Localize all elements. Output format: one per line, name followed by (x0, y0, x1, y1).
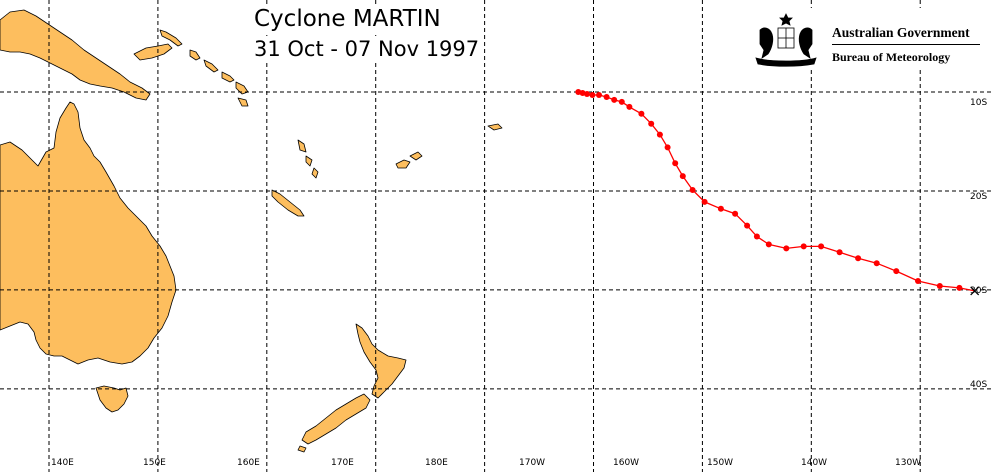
solomon-island-2 (221, 71, 235, 83)
fiji-island-1 (395, 159, 411, 169)
track-point (672, 160, 679, 167)
lat-label-10s: 10S (970, 98, 988, 108)
map-subtitle: 31 Oct - 07 Nov 1997 (250, 36, 484, 62)
lon-label-160w: 160W (613, 458, 640, 468)
agency-logo: Australian Government Bureau of Meteorol… (746, 8, 986, 70)
lon-label-180e: 180E (425, 458, 448, 468)
vanuatu-island-2 (305, 155, 313, 167)
track-point (956, 284, 963, 291)
track-point (732, 210, 739, 217)
track-point (701, 198, 708, 205)
bougainville-island (189, 49, 201, 61)
track-point (618, 98, 625, 105)
lat-label-20s: 20S (970, 192, 988, 202)
track-point (717, 205, 724, 212)
agency-divider (832, 44, 980, 45)
track-point (915, 278, 921, 284)
coat-of-arms-icon (755, 13, 817, 67)
australia-landmass (0, 101, 177, 365)
lon-label-150e: 150E (143, 458, 166, 468)
solomon-island-3 (235, 81, 249, 95)
track-point (638, 110, 645, 117)
lon-label-140w: 140W (801, 458, 828, 468)
lon-label-160e: 160E (237, 458, 260, 468)
new-guinea-island (0, 9, 151, 101)
solomon-island-4 (237, 97, 249, 107)
track-point (873, 260, 880, 267)
map-title: Cyclone MARTIN (250, 6, 445, 32)
track-point (783, 245, 790, 252)
track-point (626, 103, 633, 110)
land-layer (0, 9, 503, 453)
track-point (753, 233, 760, 240)
stewart-island (297, 445, 307, 453)
agency-line-1: Australian Government (832, 25, 970, 40)
lon-label-140e: 140E (51, 458, 74, 468)
track-point (596, 92, 602, 98)
fiji-island-2 (409, 151, 423, 161)
track-point (603, 94, 610, 100)
track-point (893, 268, 900, 275)
track-point (818, 243, 825, 250)
lon-label-170w: 170W (519, 458, 546, 468)
new-zealand-south-island (301, 393, 371, 445)
track-point (744, 222, 751, 229)
track-point (589, 92, 596, 98)
lon-label-170e: 170E (331, 458, 354, 468)
track-point (648, 120, 655, 127)
track-point (611, 96, 618, 103)
track-point (656, 131, 663, 138)
vanuatu-island-1 (297, 139, 307, 153)
track-point (800, 243, 807, 250)
lat-label-40s: 40S (970, 380, 988, 390)
new-caledonia-island (271, 189, 305, 217)
solomon-island-1 (203, 59, 219, 73)
agency-line-2: Bureau of Meteorology (832, 50, 951, 64)
new-zealand-north-island (355, 323, 407, 399)
track-point (936, 283, 943, 289)
track-point (679, 173, 686, 180)
track-point (689, 187, 696, 193)
lon-label-150w: 150W (707, 458, 734, 468)
vanuatu-island-3 (311, 167, 319, 179)
lat-label-30s: 30S (970, 286, 988, 296)
track-point (584, 91, 590, 97)
lon-label-130w: 130W (895, 458, 922, 468)
tasmania-island (95, 385, 129, 413)
new-ireland-island (159, 29, 183, 47)
new-britain-island (133, 43, 173, 61)
samoa-island (487, 123, 503, 131)
track-point (836, 249, 843, 256)
cyclone-track (575, 89, 980, 296)
track-end-x-icon (970, 286, 980, 296)
track-point (765, 241, 772, 248)
track-point (664, 144, 671, 151)
track-point (855, 255, 862, 262)
